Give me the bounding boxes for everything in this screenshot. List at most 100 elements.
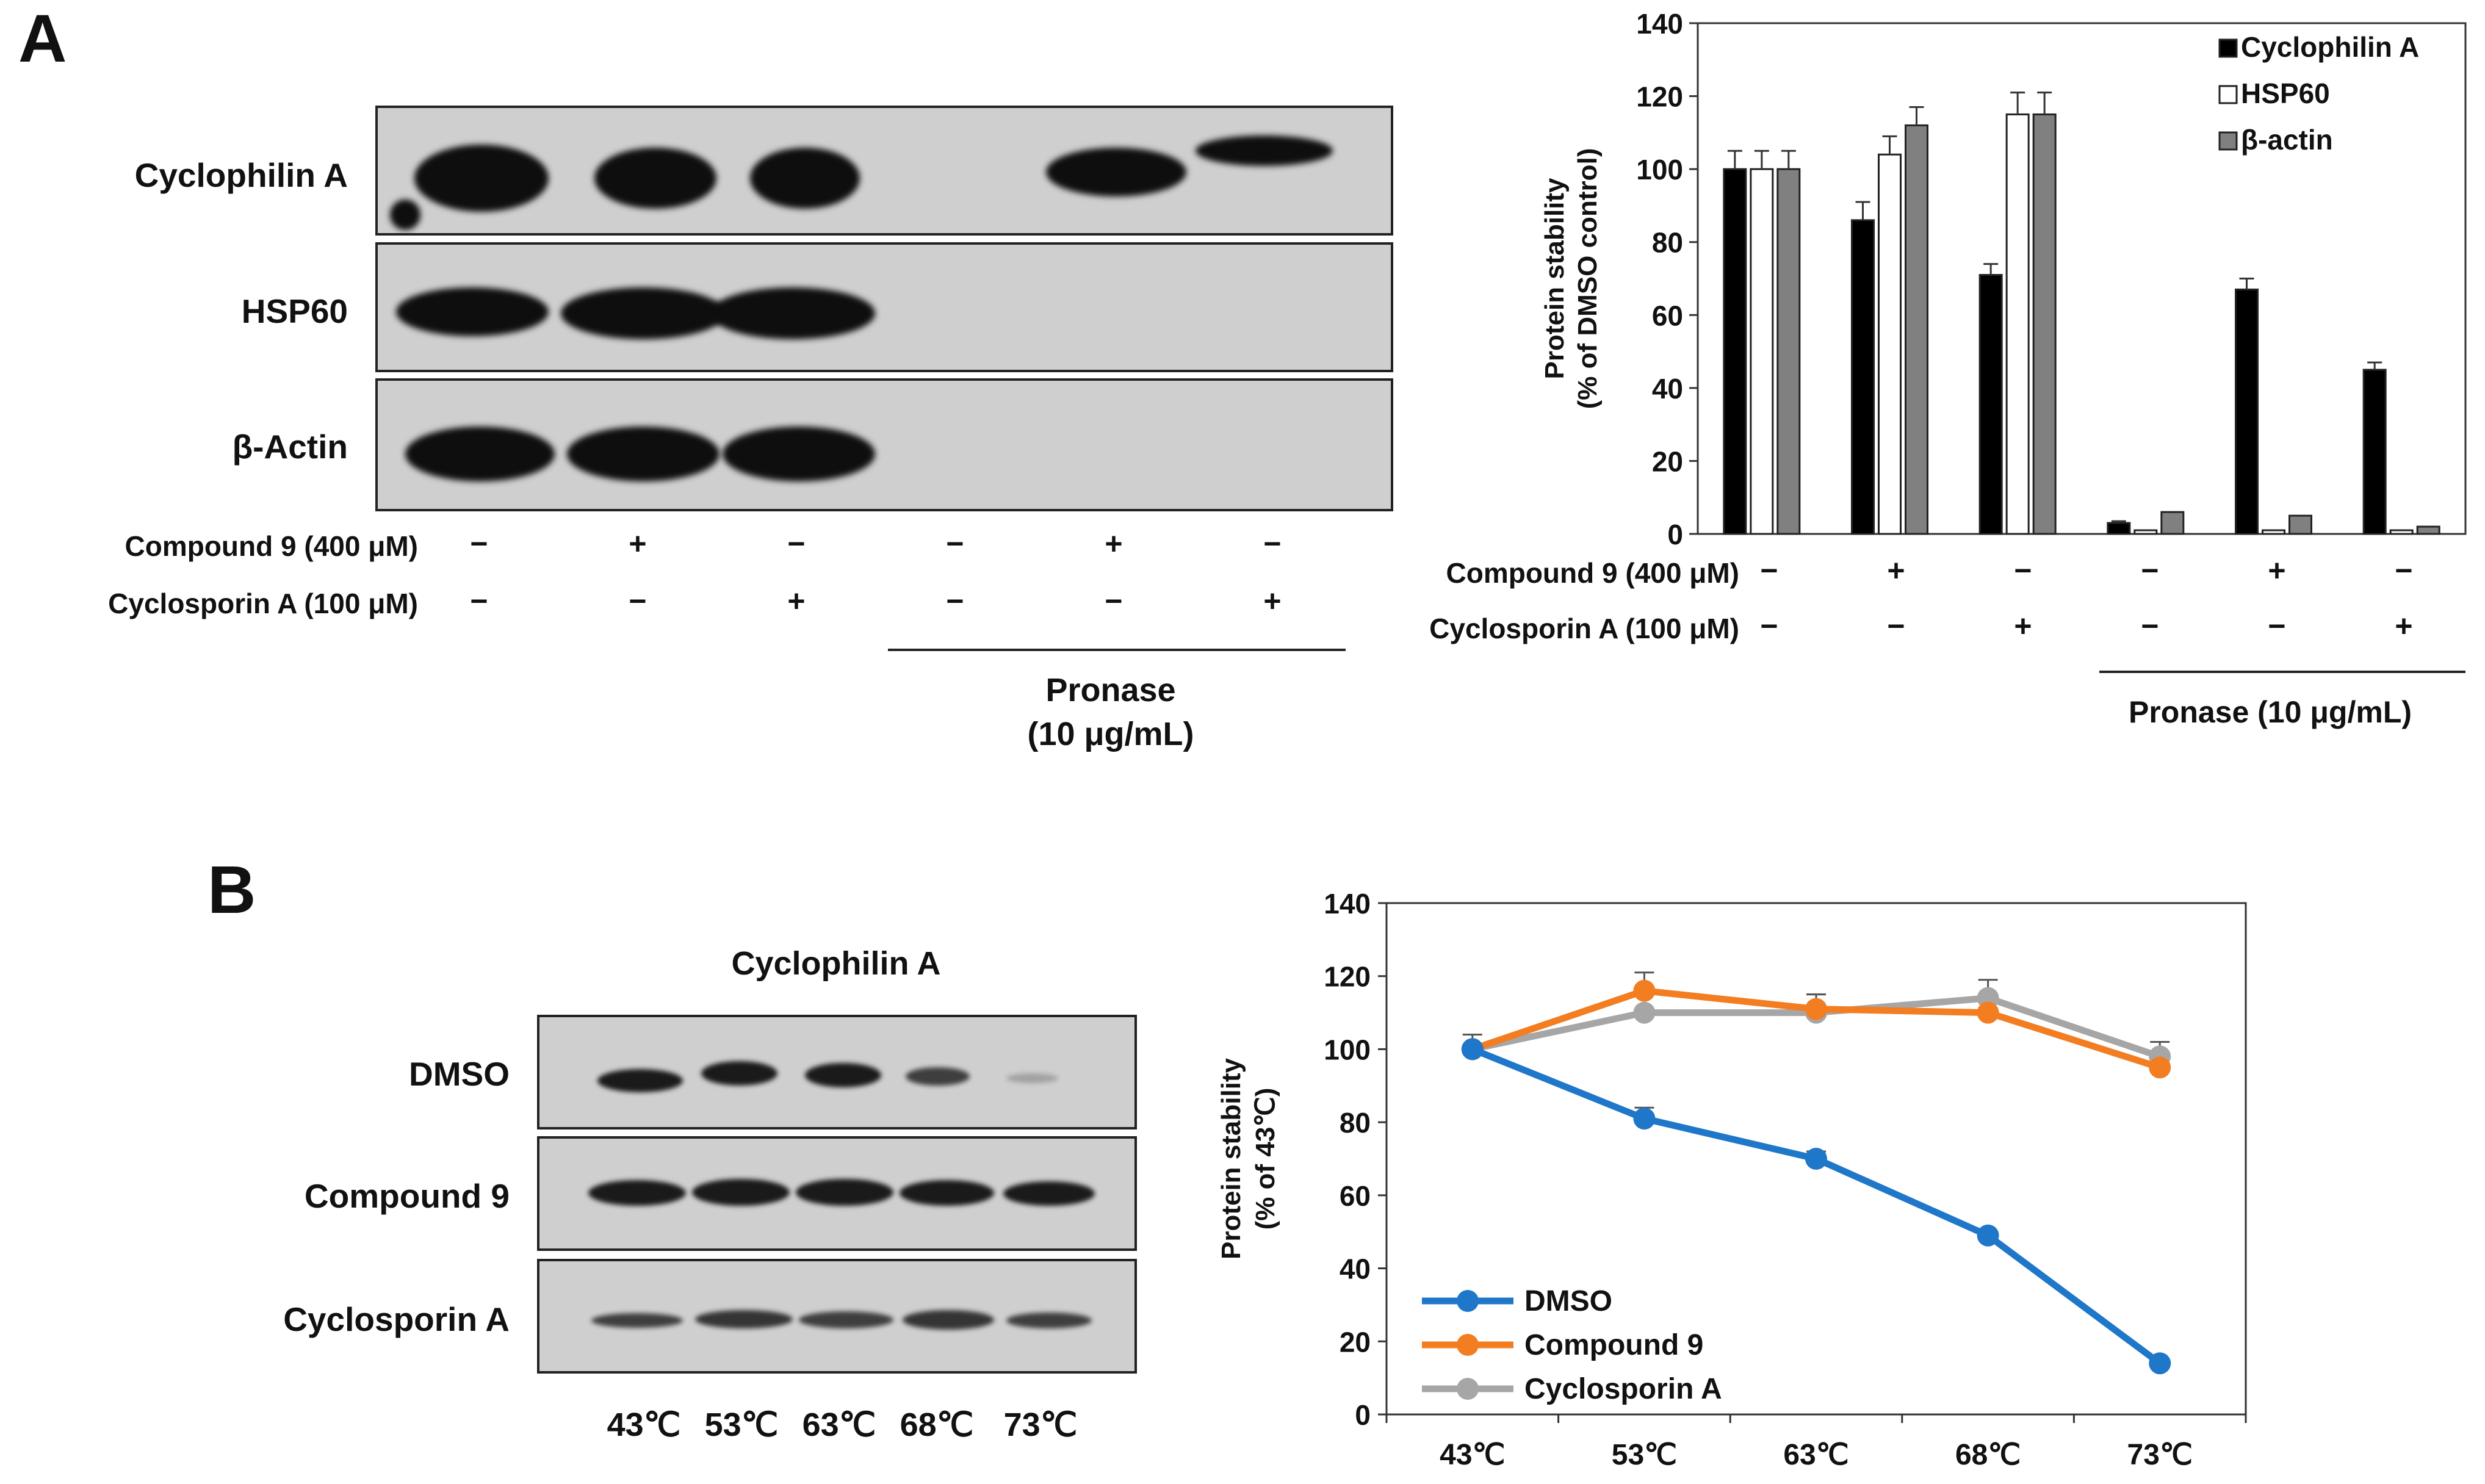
data-point (1633, 1108, 1656, 1130)
legend-marker (1457, 1334, 1479, 1356)
blot-band (414, 145, 549, 212)
legend-label: Compound 9 (1524, 1329, 1703, 1361)
data-point (1633, 979, 1656, 1002)
blot-band (1046, 148, 1186, 196)
bar-sign: − (2395, 553, 2413, 588)
blot-band (750, 148, 860, 209)
bar-sign: + (1887, 553, 1905, 588)
blot-a-sign: − (1105, 584, 1123, 618)
blot-band (906, 1067, 970, 1086)
x-tick-label: 53℃ (1612, 1439, 1677, 1471)
blot-a-pronase-rule (888, 649, 1346, 651)
blot-a-row-label-cyclophilin: Cyclophilin A (134, 156, 348, 194)
line-chart: 0 20 40 60 80 100 120 140 43℃ 53℃ 63℃ 68℃ 73℃ Protein… (1216, 888, 2247, 1471)
blot-b-temp: 68℃ (900, 1407, 974, 1443)
blot-band (390, 200, 420, 230)
bar (1750, 168, 1774, 535)
blot-band (701, 1061, 777, 1086)
blot-b-compound9-strip (537, 1136, 1137, 1251)
bar-sign: − (2141, 609, 2159, 643)
y-tick-label: 100 (1324, 1034, 1371, 1065)
bar (1905, 124, 1928, 535)
blot-a-sign: − (629, 584, 647, 618)
blot-band (1006, 1313, 1092, 1328)
blot-band (692, 1179, 790, 1206)
data-point (1977, 1001, 1999, 1024)
bar-sign: − (1887, 609, 1905, 643)
blot-a-cyclophilin-strip (375, 106, 1393, 236)
y-tick-label: 20 (1340, 1326, 1371, 1358)
blot-band (796, 1179, 893, 1206)
data-point (2149, 1352, 2171, 1375)
data-point (2149, 1056, 2171, 1079)
blot-band (1006, 1073, 1058, 1083)
plot-frame (1385, 902, 2247, 1416)
y-tick-label: 20 (1652, 445, 1683, 477)
blot-a-sign: − (470, 527, 488, 561)
y-tick-label: 80 (1340, 1107, 1371, 1139)
blot-a-sign: − (1263, 527, 1282, 561)
bar (1978, 274, 2003, 535)
data-point (1633, 1001, 1656, 1024)
blot-b-cyclosporin-strip (537, 1259, 1137, 1374)
blot-band (710, 287, 875, 339)
x-tick-label: 63℃ (1783, 1439, 1848, 1471)
y-tick-label: 80 (1652, 227, 1683, 259)
blot-band (396, 287, 549, 336)
data-point (1805, 1148, 1827, 1170)
legend-label: DMSO (1524, 1285, 1612, 1317)
blot-a-sign: + (1263, 584, 1282, 618)
legend-label: HSP60 (2241, 77, 2330, 109)
legend-label: Cyclophilin A (2241, 31, 2419, 63)
y-tick-label: 140 (1324, 888, 1371, 920)
data-point (1461, 1038, 1484, 1061)
bar-sign: − (1760, 609, 1778, 643)
bar-cyclosporin-label: Cyclosporin A (100 μM) (1429, 613, 1739, 644)
blot-band (799, 1311, 893, 1328)
blot-a-pronase-conc: (10 μg/mL) (1027, 716, 1194, 752)
y-tick-label: 60 (1652, 300, 1683, 331)
bar (2262, 529, 2285, 535)
bar-chart: 0 20 40 60 80 100 120 140 Protein stability (% of… (1540, 8, 2467, 550)
data-point (1977, 1224, 1999, 1247)
y-tick-label: 120 (1324, 961, 1371, 993)
blot-b-temp: 73℃ (1003, 1407, 1078, 1443)
blot-band (561, 287, 726, 339)
x-tick-label: 68℃ (1955, 1439, 2021, 1471)
y-tick-label: 100 (1636, 154, 1683, 186)
y-tick-label: 60 (1340, 1180, 1371, 1212)
bar-compound9-label: Compound 9 (400 μM) (1446, 557, 1739, 589)
bar (1723, 168, 1747, 535)
bar (2107, 522, 2131, 535)
plot-frame (1697, 22, 2467, 535)
blot-b-title: Cyclophilin A (731, 945, 941, 982)
blot-b-temp: 53℃ (704, 1407, 779, 1443)
y-axis-label: Protein stability (% of 43℃) (1216, 1057, 1280, 1259)
blot-band (695, 1310, 793, 1328)
bar (1878, 153, 1902, 535)
bar (2160, 511, 2185, 535)
blot-band (588, 1180, 686, 1206)
y-axis-label: Protein stability (% of DMSO control) (1540, 148, 1603, 409)
blot-band (900, 1180, 994, 1206)
bar (2005, 113, 2030, 535)
panel-b-letter: B (207, 852, 256, 928)
bar-sign: + (2395, 609, 2413, 643)
bar-sign: − (2268, 609, 2286, 643)
x-tick-label: 43℃ (1440, 1439, 1505, 1471)
blot-band (903, 1310, 994, 1330)
bar (2362, 369, 2387, 535)
blot-band (591, 1313, 683, 1328)
x-tick-label: 73℃ (2127, 1439, 2193, 1471)
legend-marker (1457, 1378, 1479, 1400)
legend-swatch (2218, 131, 2238, 151)
blot-b-row-label-compound9: Compound 9 (304, 1177, 510, 1215)
legend-label: β-actin (2241, 124, 2333, 156)
legend-label: Cyclosporin A (1524, 1373, 1722, 1405)
y-tick-label: 40 (1652, 373, 1683, 405)
blot-band (1196, 135, 1333, 166)
blot-band (594, 148, 716, 209)
legend-marker (1457, 1290, 1479, 1312)
data-point (1805, 998, 1827, 1020)
legend-swatch (2218, 38, 2238, 58)
